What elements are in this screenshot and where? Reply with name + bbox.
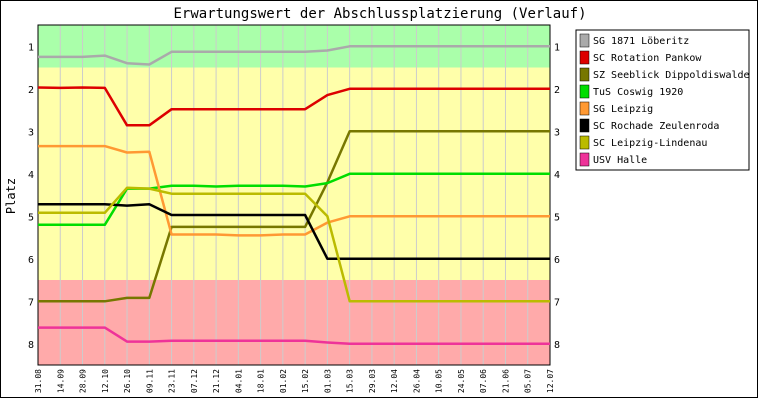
- y-tick-left-2: 2: [28, 85, 34, 96]
- y-tick-right-5: 5: [554, 212, 560, 223]
- band-2: [38, 280, 550, 365]
- x-tick-07.06: 07.06: [479, 369, 488, 393]
- plot-border: [37, 24, 551, 366]
- series-line-5: [38, 203, 550, 261]
- series-line-7: [38, 326, 550, 346]
- legend-label-6: SC Leipzig-Lindenau: [593, 138, 707, 149]
- legend-box: [575, 29, 750, 171]
- y-tick-left-8: 8: [28, 340, 34, 351]
- x-tick-31.08: 31.08: [34, 369, 43, 393]
- x-tick-21.06: 21.06: [501, 369, 510, 393]
- series-line-2: [38, 130, 550, 303]
- legend-swatch-6: [579, 135, 590, 150]
- x-tick-26.04: 26.04: [412, 369, 421, 393]
- legend-label-5: SC Rochade Zeulenroda: [593, 121, 719, 132]
- legend-label-4: SG Leipzig: [593, 104, 653, 115]
- series-line-3: [38, 172, 550, 227]
- y-tick-labels: 1 1 2 2 3 3 4 4 5 5 6 6 7 7 8 8: [28, 42, 560, 351]
- y-tick-right-4: 4: [554, 170, 560, 181]
- y-tick-right-6: 6: [554, 255, 560, 266]
- y-tick-left-7: 7: [28, 297, 34, 308]
- y-tick-left-4: 4: [28, 170, 34, 181]
- x-tick-05.07: 05.07: [524, 369, 533, 393]
- x-tick-10.05: 10.05: [435, 369, 444, 393]
- legend-swatch-5: [579, 118, 590, 133]
- x-tick-12.10: 12.10: [101, 369, 110, 393]
- legend-label-3: TuS Coswig 1920: [593, 87, 683, 98]
- legend-label-2: SZ Seeblick Dippoldiswalde: [593, 70, 750, 81]
- legend-swatch-7: [579, 152, 590, 167]
- x-tick-29.03: 29.03: [368, 369, 377, 393]
- legend-swatch-0: [579, 33, 590, 48]
- y-tick-left-6: 6: [28, 255, 34, 266]
- y-tick-left-5: 5: [28, 212, 34, 223]
- x-tick-12.04: 12.04: [390, 369, 399, 393]
- x-tick-26.10: 26.10: [123, 369, 132, 393]
- y-tick-right-8: 8: [554, 340, 560, 351]
- y-tick-right-2: 2: [554, 85, 560, 96]
- y-axis-label: Platz: [4, 178, 18, 214]
- x-tick-09.11: 09.11: [145, 369, 154, 393]
- series-line-6: [38, 186, 550, 303]
- x-tick-14.09: 14.09: [56, 369, 65, 393]
- x-tick-24.05: 24.05: [457, 369, 466, 393]
- series-line-0: [38, 45, 550, 66]
- x-tick-15.02: 15.02: [301, 369, 310, 393]
- y-tick-left-1: 1: [28, 42, 34, 53]
- chart-title: Erwartungswert der Abschlussplatzierung …: [173, 6, 586, 22]
- series-line-4: [38, 144, 550, 237]
- x-tick-21.12: 21.12: [212, 369, 221, 393]
- x-tick-04.01: 04.01: [234, 369, 243, 393]
- y-tick-right-1: 1: [554, 42, 560, 53]
- legend-swatch-1: [579, 50, 590, 65]
- legend: SG 1871 Löberitz SC Rotation Pankow SZ See…: [575, 29, 750, 171]
- x-tick-01.02: 01.02: [279, 369, 288, 393]
- legend-label-1: SC Rotation Pankow: [593, 53, 702, 64]
- legend-swatch-2: [579, 67, 590, 82]
- x-tick-01.03: 01.03: [323, 369, 332, 393]
- x-tick-23.11: 23.11: [168, 369, 177, 393]
- x-tick-18.01: 18.01: [257, 369, 266, 393]
- x-tick-labels: 31.08 14.09 28.09 12.10 26.10 09.11 23.11 07.12…: [34, 369, 555, 393]
- background-bands: [38, 25, 550, 365]
- y-tick-right-3: 3: [554, 127, 560, 138]
- x-tick-28.09: 28.09: [79, 369, 88, 393]
- legend-label-0: SG 1871 Löberitz: [593, 36, 689, 47]
- series-lines: [37, 45, 550, 346]
- y-tick-right-7: 7: [554, 297, 560, 308]
- x-tick-12.07: 12.07: [546, 369, 555, 393]
- legend-label-7: USV Halle: [593, 155, 647, 166]
- legend-swatch-4: [579, 101, 590, 116]
- x-tick-07.12: 07.12: [190, 369, 199, 393]
- x-tick-15.03: 15.03: [346, 369, 355, 393]
- legend-swatch-3: [579, 84, 590, 99]
- series-line-1: [37, 86, 550, 127]
- y-tick-left-3: 3: [28, 127, 34, 138]
